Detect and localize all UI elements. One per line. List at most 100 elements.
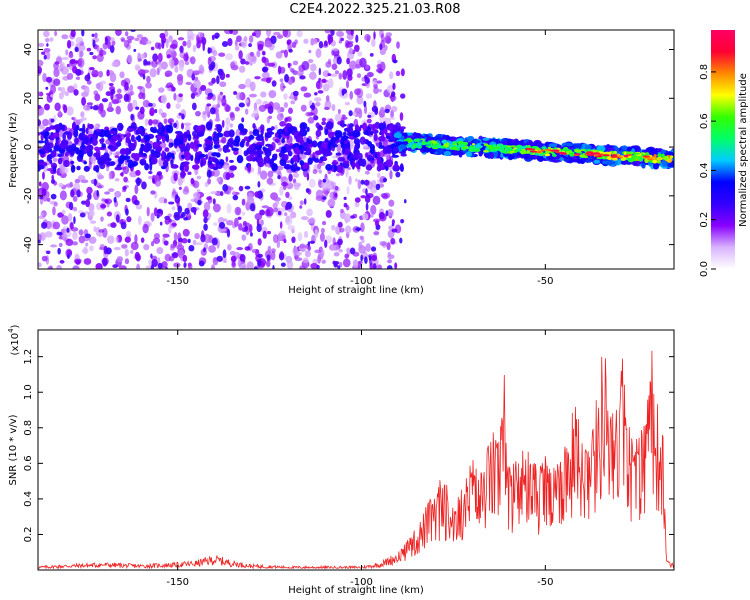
spectrogram-cell (391, 219, 395, 225)
spectrogram-cell (428, 145, 435, 148)
spectrogram-cell (218, 222, 226, 229)
spectrogram-cell (337, 238, 343, 246)
spectrogram-cell (510, 150, 515, 154)
spectrogram-cell (180, 146, 184, 153)
spectrogram-cell (91, 133, 97, 139)
spectrogram-cell (348, 47, 354, 55)
spectrogram-cell (38, 233, 42, 241)
spectrogram-cell (657, 153, 662, 158)
spectrogram-cell (86, 144, 90, 153)
spectrogram-cell (325, 95, 330, 102)
spectrogram-cell (160, 165, 167, 170)
spectrogram-cell (65, 238, 74, 247)
spectrogram-cell (288, 196, 293, 200)
spectrogram-cell (299, 265, 306, 269)
spectrogram-cell (181, 238, 188, 244)
spectrogram-cell (653, 154, 657, 158)
spectrogram-cell (308, 49, 312, 54)
spectrogram-cell (150, 264, 155, 269)
spectrogram-cell (265, 77, 272, 84)
spectrogram-cell (189, 141, 195, 149)
spectrogram-cell (85, 127, 89, 135)
spectrogram-cell (344, 253, 349, 259)
spectrogram-cell (170, 142, 174, 147)
spectrogram-cell (388, 199, 395, 207)
spectrogram-cell (227, 243, 232, 251)
spectrogram-cell (332, 244, 339, 252)
spectrogram-cell (257, 253, 263, 258)
spectrogram-cell (325, 121, 334, 130)
spectrogram-cell (260, 124, 265, 131)
spectrogram-cell (42, 72, 47, 83)
spectrogram-cell (81, 30, 85, 37)
spectrogram-cell (133, 153, 140, 162)
spectrogram-cell (334, 130, 343, 139)
spectrogram-cell (321, 140, 329, 149)
spectrogram-cell (144, 163, 150, 171)
spectrogram-cell (276, 165, 284, 171)
spectrogram-cell (227, 138, 234, 147)
spectrogram-cell (234, 135, 241, 144)
spectrogram-cell (203, 223, 208, 231)
spectrogram-cell (159, 221, 163, 226)
spectrogram-cell (121, 244, 128, 249)
spectrogram-cell (122, 185, 127, 191)
spectrogram-cell (409, 142, 415, 146)
spectrogram-cell (216, 255, 223, 262)
spectrogram-cell (326, 180, 335, 191)
spectrogram-cell (303, 230, 309, 239)
spectrogram-cell (222, 183, 229, 192)
snr-x-label: Height of straight line (km) (288, 585, 424, 596)
spectrogram-cell (256, 98, 262, 105)
spectrogram-cell (273, 207, 279, 213)
spectrogram-cell (357, 260, 362, 269)
spectrogram-cell (257, 181, 261, 188)
spectrogram-cell (266, 30, 272, 37)
spectrogram-cell (91, 73, 98, 78)
spectrogram-cell (106, 211, 113, 217)
spectrogram-cell (221, 97, 227, 106)
spectrogram-cell (241, 211, 246, 216)
spectrogram-cell (303, 198, 307, 205)
spectrogram-cell (275, 200, 280, 205)
page-title: C2E4.2022.325.21.03.R08 (289, 2, 461, 17)
spectrogram-cell (72, 165, 76, 170)
spectrogram-cell (390, 237, 396, 245)
spectrogram-cell (254, 191, 260, 198)
spectrogram-cell (198, 130, 203, 137)
spectrogram-cell (315, 189, 324, 199)
spectrogram-cell (44, 130, 50, 137)
spectrogram-cell (218, 228, 227, 232)
spectrogram-cell (268, 115, 273, 120)
spectrogram-cell (354, 197, 361, 203)
spectrogram-cell (83, 165, 90, 172)
spectrogram-cell (216, 177, 221, 183)
spectrogram-cell (217, 147, 223, 152)
colorbar: 0.0 0.2 0.4 0.6 0.8 Normalized spectral ampl… (699, 30, 749, 277)
spectrogram-cell (128, 125, 135, 129)
spectrogram-cell (467, 135, 475, 141)
spectrogram-cell (229, 30, 233, 35)
spectrogram-cell (272, 234, 279, 244)
spectrogram-y-tick-label: 40 (23, 43, 34, 56)
spectrogram-cell (223, 132, 227, 137)
spectrogram-cell (350, 215, 355, 219)
spectrogram-cell (148, 170, 153, 175)
spectrogram-cell (53, 78, 61, 86)
spectrogram-cell (183, 185, 189, 193)
spectrogram-cell (130, 134, 135, 143)
spectrogram-cell (367, 114, 372, 118)
spectrogram-cell (120, 221, 127, 230)
spectrogram-cell (370, 204, 377, 215)
spectrogram-cell (233, 91, 238, 95)
spectrogram-cell (87, 123, 93, 129)
spectrogram-cell (38, 105, 42, 109)
spectrogram-cell (82, 136, 90, 145)
spectrogram-cell (187, 262, 192, 267)
spectrogram-cell (358, 152, 363, 161)
spectrogram-cell (389, 71, 394, 80)
spectrogram-cell (379, 43, 383, 51)
spectrogram-cell (284, 205, 289, 211)
spectrogram-cell (333, 251, 340, 257)
spectrogram-cell (149, 68, 157, 78)
